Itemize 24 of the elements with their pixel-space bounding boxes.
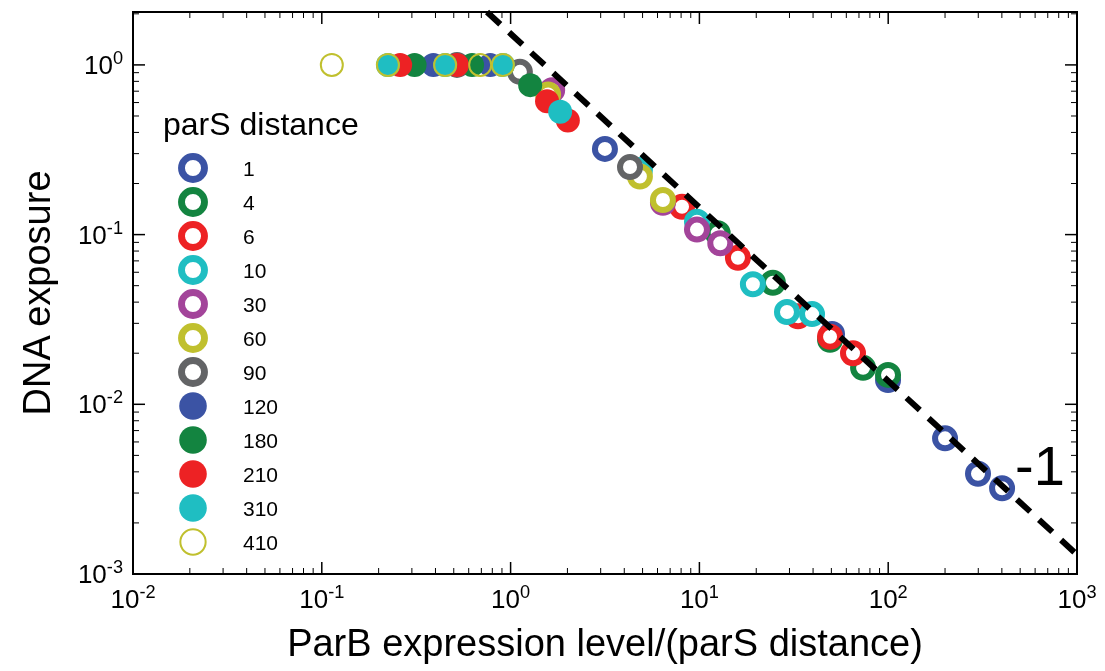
y-tick-label: 10$^{-2}$ bbox=[77, 387, 123, 420]
legend-title: parS distance bbox=[163, 106, 359, 142]
legend-label: 180 bbox=[243, 429, 279, 452]
legend-label: 1 bbox=[243, 157, 255, 180]
annotation: -1 bbox=[1015, 434, 1065, 497]
legend-label: 310 bbox=[243, 497, 279, 520]
y-axis-title: DNA exposure bbox=[16, 170, 58, 416]
legend-label: 6 bbox=[243, 225, 255, 248]
legend-label: 4 bbox=[243, 191, 255, 214]
legend-label: 30 bbox=[243, 293, 267, 316]
legend-label: 60 bbox=[243, 327, 267, 350]
x-tick-label: 10$^{3}$ bbox=[1057, 582, 1097, 614]
y-tick-label: 10$^{0}$ bbox=[83, 47, 123, 80]
legend-label: 90 bbox=[243, 361, 267, 384]
x-axis-title: ParB expression level/(parS distance) bbox=[287, 622, 923, 664]
legend-label: 410 bbox=[243, 531, 279, 554]
legend-label: 210 bbox=[243, 463, 279, 486]
x-tick-label: 10$^{-1}$ bbox=[299, 582, 345, 614]
x-tick-label: 10$^{2}$ bbox=[868, 582, 908, 614]
legend-label: 10 bbox=[243, 259, 267, 282]
x-tick-label: 10$^{1}$ bbox=[679, 582, 719, 614]
y-tick-label: 10$^{-1}$ bbox=[77, 217, 123, 250]
x-tick-label: 10$^{0}$ bbox=[491, 582, 531, 614]
legend-label: 120 bbox=[243, 395, 279, 418]
